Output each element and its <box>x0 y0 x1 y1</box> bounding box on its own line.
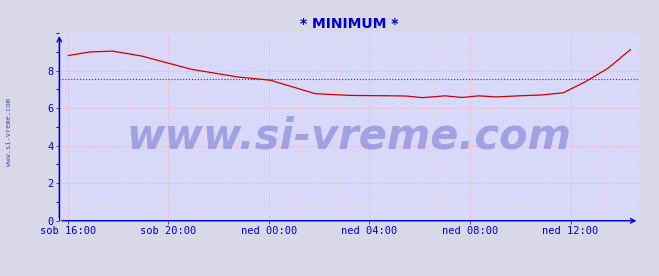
Text: www.si-vreme.com: www.si-vreme.com <box>5 99 12 166</box>
Title: * MINIMUM *: * MINIMUM * <box>300 17 399 31</box>
Text: www.si-vreme.com: www.si-vreme.com <box>127 115 572 157</box>
